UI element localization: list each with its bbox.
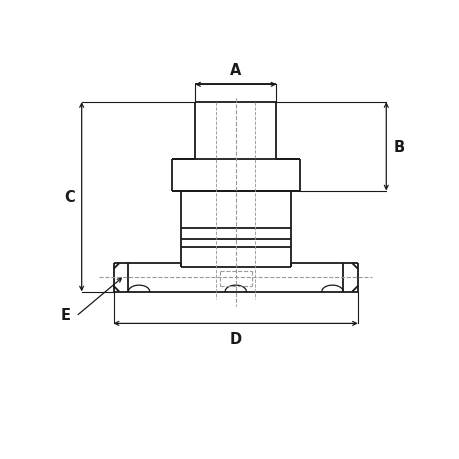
Text: E: E (60, 308, 70, 322)
Text: C: C (64, 190, 74, 205)
Text: B: B (392, 140, 403, 155)
Text: D: D (229, 331, 241, 347)
Text: A: A (230, 62, 241, 78)
